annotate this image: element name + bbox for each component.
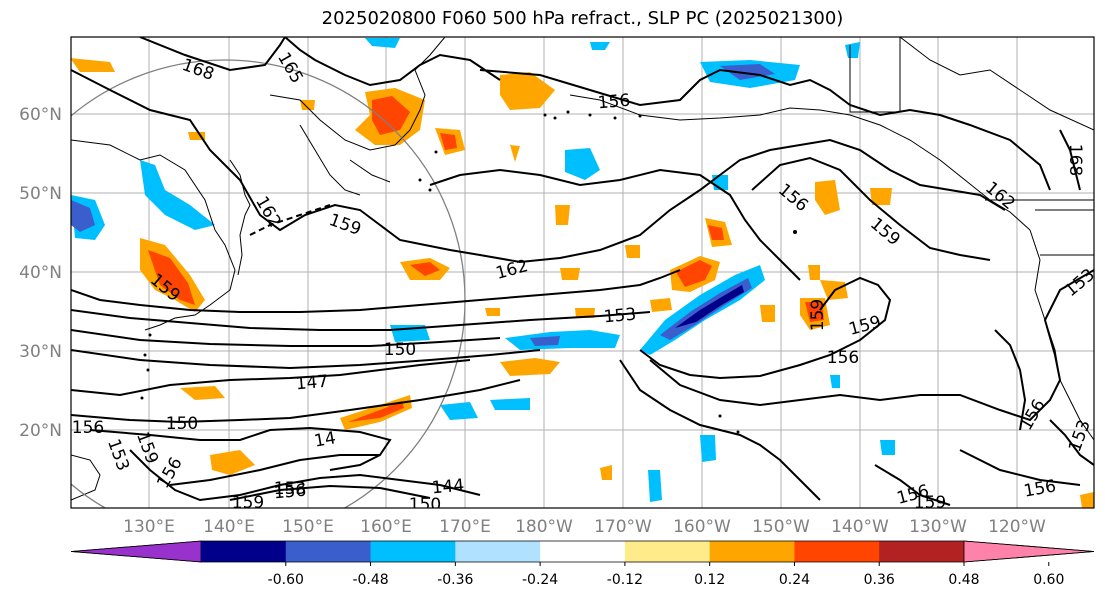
colorbar-segment [794,541,880,562]
contour-label: 156 [72,418,104,438]
contour-label: 153 [274,479,306,499]
longitude-label: 170°E [439,517,491,537]
colorbar-tick-label: 0.24 [779,572,810,588]
colorbar-segment [285,541,372,562]
latitude-labels: 60°N 50°N 40°N 30°N 20°N [19,105,62,441]
contour-label: 159 [914,493,946,513]
coastlines [71,37,1094,501]
dashed-contour [249,204,331,236]
colorbar-tick-label: -0.36 [437,572,473,588]
longitude-labels: 130°E 140°E 150°E 160°E 170°E 180°W 170°W 160°W… [123,517,1046,537]
colorbar-tick-label: 0.36 [864,572,895,588]
colorbar-tick-label: 0.60 [1033,572,1064,588]
colorbar-labels: -0.60 -0.48 -0.36 -0.24 -0.12 0.12 0.24 0.36 0.4… [268,562,1064,588]
colorbar [70,540,1095,563]
contour-label: 156 [597,91,631,114]
colorbar-segment [879,541,965,562]
colorbar-segment [370,541,456,562]
contour-label: 153 [603,305,637,328]
longitude-label: 140°W [831,517,889,537]
contour-label: 150 [384,340,416,360]
longitude-label: 160°E [360,517,412,537]
longitude-label: 120°W [988,517,1046,537]
contour-label: 147 [295,372,329,395]
contour-label: 168 [1065,144,1085,176]
colorbar-tick-label: 0.48 [948,572,979,588]
contour-label: 156 [827,348,859,368]
colorbar-extend-high [963,540,1095,563]
map-title: 2025020800 F060 500 hPa refract., SLP PC… [321,8,844,29]
colorbar-tick-label: 0.12 [694,572,725,588]
island-chains [140,110,797,434]
colorbar-tick-label: -0.12 [607,572,643,588]
contour-label: 14 [313,428,338,451]
longitude-label: 180°W [515,517,573,537]
colorbar-extend-low [70,540,202,563]
longitude-label: 130°W [909,517,967,537]
contour-label: 150 [166,414,198,434]
latitude-label: 60°N [19,105,62,125]
longitude-label: 170°W [594,517,652,537]
colorbar-segment [624,541,711,562]
contour-label: 144 [431,476,465,499]
latitude-label: 50°N [19,184,62,204]
colorbar-tick-label: -0.48 [352,572,388,588]
map-border [70,36,1095,509]
colorbar-segment [201,541,287,562]
longitude-label: 160°W [673,517,731,537]
longitude-label: 150°W [752,517,810,537]
colorbar-segment [540,541,626,562]
latitude-label: 40°N [19,263,62,283]
contour-label: 156 [273,481,307,504]
longitude-label: 140°E [203,517,255,537]
colorbar-tick-label: -0.60 [268,572,304,588]
longitude-label: 150°E [282,517,334,537]
latitude-label: 30°N [19,342,62,362]
latitude-label: 20°N [19,421,62,441]
colorbar-segment [455,541,541,562]
height-contours [71,37,1094,506]
longitude-label: 130°E [123,517,175,537]
reference-circle [71,59,466,508]
contour-label: 150 [409,495,441,515]
colorbar-segment [709,541,795,562]
contour-label: 159 [808,299,828,331]
contour-label: 159 [232,493,264,513]
colorbar-tick-label: -0.24 [522,572,558,588]
